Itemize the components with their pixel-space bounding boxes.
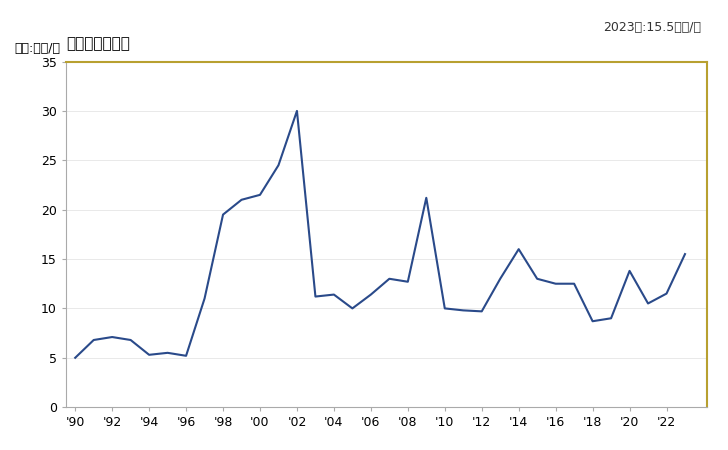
Y-axis label: 単位:万円/台: 単位:万円/台: [15, 42, 60, 54]
Text: 輸入価格の推移: 輸入価格の推移: [66, 36, 130, 51]
Text: 2023年:15.5万円/台: 2023年:15.5万円/台: [603, 21, 701, 34]
